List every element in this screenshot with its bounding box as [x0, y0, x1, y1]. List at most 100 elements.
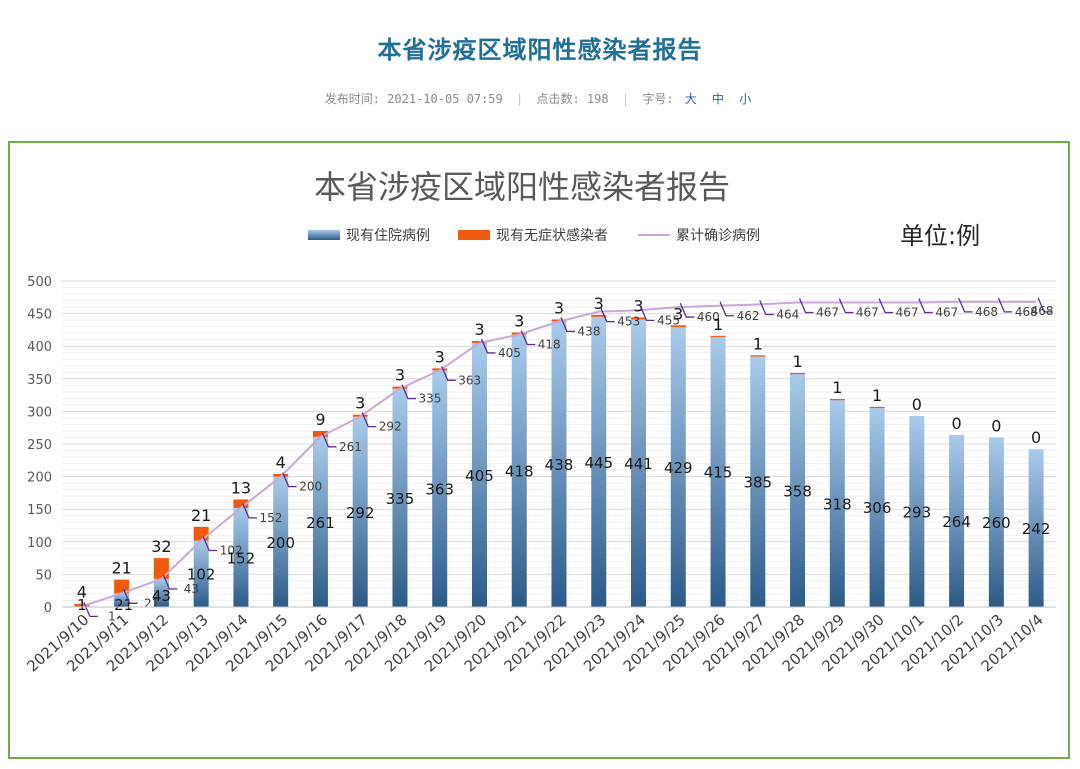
asymptomatic-value-label: 3 — [514, 312, 524, 331]
hospitalized-value-label: 21 — [114, 596, 133, 614]
hospitalized-value-label: 292 — [346, 504, 375, 522]
hospitalized-bar — [511, 334, 527, 607]
legend-label: 现有住院病例 — [346, 228, 430, 244]
asymptomatic-bar — [710, 335, 726, 337]
asymptomatic-value-label: 3 — [673, 304, 683, 323]
cumulative-value-label: 468 — [975, 305, 998, 319]
y-tick-label: 300 — [27, 405, 52, 420]
y-tick-label: 350 — [27, 373, 52, 388]
x-axis: 2021/9/102021/9/112021/9/122021/9/132021… — [23, 606, 1056, 675]
clicks-count: 198 — [586, 92, 609, 106]
y-axis: 0 50 100 150 200 250 300 350 400 450 500 — [27, 275, 52, 616]
cumulative-value-label: 455 — [657, 313, 680, 327]
cumulative-value-label: 152 — [259, 511, 282, 525]
y-tick-label: 250 — [27, 438, 52, 453]
asymptomatic-bar — [193, 526, 209, 541]
legend-label: 累计确诊病例 — [676, 228, 760, 244]
asymptomatic-value-label: 1 — [872, 386, 882, 405]
cumulative-value-label: 464 — [776, 307, 799, 321]
y-tick-label: 400 — [27, 340, 52, 355]
hospitalized-bar — [471, 342, 487, 607]
hospitalized-bar — [710, 336, 726, 607]
cumulative-value-label: 467 — [856, 306, 879, 320]
asymptomatic-value-label: 1 — [753, 334, 763, 353]
cumulative-value-label: 1 — [108, 609, 116, 623]
data-labels: 1412121214332431022110215213152200420026… — [77, 294, 1054, 623]
hospitalized-value-label: 1 — [77, 596, 87, 614]
meta-divider: | — [515, 92, 524, 106]
hospitalized-bar — [392, 388, 408, 607]
hospitalized-value-label: 306 — [863, 499, 892, 517]
bars — [74, 314, 1044, 607]
hospitalized-value-label: 429 — [664, 459, 693, 477]
y-tick-label: 50 — [35, 568, 52, 583]
legend-item: 累计确诊病例 — [638, 228, 760, 244]
cumulative-line — [81, 300, 1037, 608]
hospitalized-value-label: 200 — [266, 534, 295, 552]
cumulative-leader-line — [361, 412, 377, 428]
cumulative-value-label: 102 — [220, 543, 243, 557]
hospitalized-value-label: 405 — [465, 467, 494, 485]
cumulative-leader-line — [878, 298, 894, 314]
hospitalized-value-label: 438 — [545, 456, 574, 474]
cumulative-value-label: 453 — [617, 315, 640, 329]
publish-label: 发布时间: — [324, 92, 380, 106]
cumulative-leader-line — [123, 589, 138, 604]
cumulative-value-label: 462 — [737, 309, 760, 323]
legend-label: 现有无症状感染者 — [496, 227, 608, 244]
asymptomatic-bar — [153, 558, 169, 579]
hospitalized-value-label: 102 — [187, 566, 216, 584]
hospitalized-bar — [114, 593, 130, 607]
cumulative-leader-line — [441, 366, 456, 381]
hospitalized-value-label: 152 — [227, 549, 256, 567]
cumulative-leader-line — [679, 302, 695, 318]
hospitalized-bar — [790, 373, 806, 607]
asymptomatic-value-label: 1 — [792, 352, 802, 371]
asymptomatic-value-label: 4 — [77, 583, 87, 602]
asymptomatic-value-label: 3 — [594, 294, 604, 313]
cumulative-value-label: 468 — [1031, 304, 1054, 318]
cumulative-leader-line — [321, 432, 337, 448]
meta-divider: | — [621, 92, 630, 106]
cumulative-value-label: 438 — [578, 324, 601, 338]
asymptomatic-bar — [631, 317, 647, 320]
hospitalized-value-label: 43 — [152, 587, 171, 605]
hospitalized-bar — [551, 321, 567, 607]
cumulative-leader-line — [401, 384, 416, 400]
y-tick-label: 150 — [27, 503, 52, 518]
hospitalized-bar — [750, 355, 766, 607]
clicks-label: 点击数: — [536, 92, 580, 106]
cumulative-leader-line — [719, 301, 735, 317]
hospitalized-bar — [829, 399, 845, 607]
font-size-large-link[interactable]: 大 — [684, 92, 697, 106]
asymptomatic-bar — [591, 314, 607, 317]
cumulative-leader-line — [958, 297, 973, 313]
asymptomatic-value-label: 3 — [554, 298, 564, 317]
font-size-medium-link[interactable]: 中 — [712, 92, 725, 106]
y-tick-label: 500 — [27, 275, 52, 290]
hospitalized-value-label: 415 — [704, 464, 733, 482]
page-title: 本省涉疫区域阳性感染者报告 — [377, 36, 703, 64]
hospitalized-bar — [273, 476, 289, 607]
asymptomatic-value-label: 3 — [435, 347, 445, 366]
cumulative-leader-line — [759, 300, 774, 316]
asymptomatic-value-label: 32 — [151, 537, 171, 556]
cumulative-leader-line — [282, 472, 297, 488]
cumulative-leader-line — [242, 503, 257, 519]
hospitalized-bar — [432, 370, 448, 607]
cumulative-value-label: 261 — [339, 440, 362, 454]
hospitalized-value-label: 385 — [743, 473, 772, 491]
asymptomatic-value-label: 9 — [315, 410, 325, 429]
legend-swatch-asymptomatic — [458, 230, 490, 240]
hospitalized-bar — [909, 415, 925, 607]
y-tick-label: 100 — [27, 536, 52, 551]
asymptomatic-bar — [233, 499, 249, 508]
asymptomatic-bar — [670, 325, 686, 328]
hospitalized-value-label: 363 — [425, 481, 454, 499]
hospitalized-value-label: 418 — [505, 463, 534, 481]
cumulative-value-label: 405 — [498, 346, 521, 360]
chart-title: 本省涉疫区域阳性感染者报告 — [314, 168, 730, 206]
asymptomatic-bar — [312, 430, 328, 437]
y-tick-label: 450 — [27, 308, 52, 323]
font-size-small-link[interactable]: 小 — [739, 92, 752, 106]
